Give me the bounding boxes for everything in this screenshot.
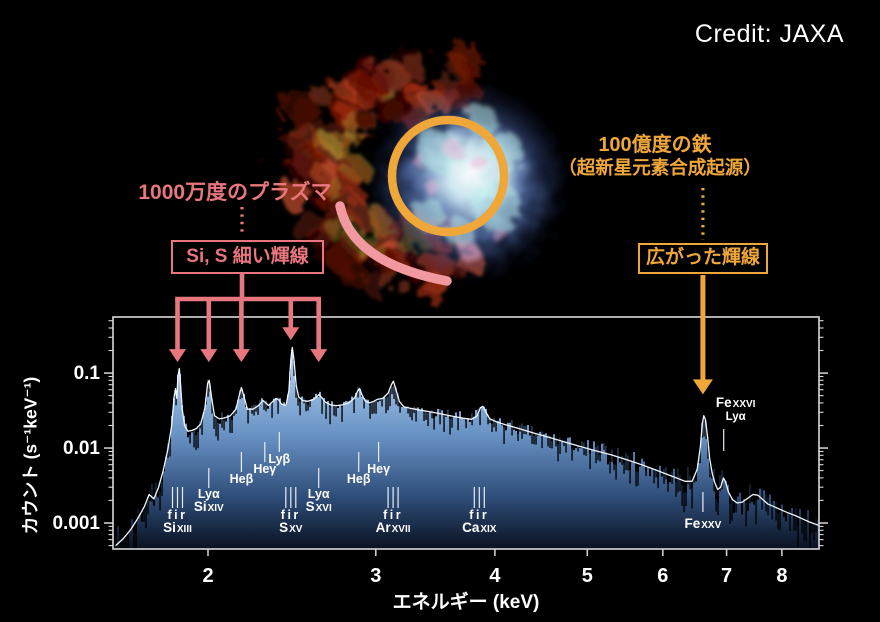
svg-text:4: 4: [489, 565, 501, 587]
remnant-circle: [387, 115, 509, 237]
spectrum-histogram: [113, 349, 819, 549]
svg-text:7: 7: [721, 565, 732, 587]
pink-arrows: [169, 274, 328, 363]
iron-origin-label: （超新星元素合成起源）: [558, 157, 762, 178]
error-bars: [119, 361, 817, 549]
svg-text:0.001: 0.001: [52, 513, 100, 534]
plasma-temp-label: 1000万度のプラズマ: [138, 181, 332, 204]
svg-text:0.1: 0.1: [74, 363, 101, 384]
svg-text:Lyα: Lyα: [308, 487, 330, 501]
iron-temp-label: 100億度の鉄: [598, 134, 712, 156]
svg-text:0.01: 0.01: [63, 438, 100, 459]
y-axis-title: カウント (s⁻¹keV⁻¹): [20, 376, 41, 535]
svg-text:fir: fir: [281, 508, 301, 522]
svg-text:8: 8: [776, 565, 787, 587]
svg-text:FeXXVI: FeXXVI: [716, 395, 756, 410]
svg-text:5: 5: [582, 565, 593, 587]
plasma-box-label: Si, S 細い輝線: [171, 240, 324, 274]
dotted-connectors: [240, 188, 705, 240]
svg-text:SXVI: SXVI: [306, 499, 332, 514]
svg-text:SiXIII: SiXIII: [163, 520, 192, 535]
svg-text:SXV: SXV: [279, 520, 303, 535]
svg-text:fir: fir: [469, 508, 489, 522]
axis: 0.1 0.01 0.001 2 3 4 5 6 7 8: [52, 316, 828, 587]
line-labels: firSiXIIILyαSiXIVHeβHeγLyβfirSXVLyαSXVIH…: [163, 395, 756, 535]
svg-text:FeXXV: FeXXV: [685, 516, 722, 531]
svg-text:3: 3: [370, 565, 381, 587]
svg-text:Heβ: Heβ: [230, 472, 254, 486]
svg-text:6: 6: [657, 565, 668, 587]
svg-text:Heβ: Heβ: [347, 472, 371, 486]
orange-arrow: [692, 275, 713, 395]
svg-text:2: 2: [202, 565, 213, 587]
credit-label: Credit: JAXA: [694, 20, 844, 48]
svg-text:Lyα: Lyα: [726, 411, 746, 423]
svg-text:ArXVII: ArXVII: [376, 520, 411, 535]
iron-box-label: 広がった輝線: [638, 243, 768, 274]
model-line: [115, 346, 819, 547]
svg-text:fir: fir: [383, 508, 403, 522]
svg-text:CaXIX: CaXIX: [462, 520, 497, 535]
svg-text:Lyα: Lyα: [198, 487, 220, 501]
svg-text:Lyβ: Lyβ: [268, 452, 290, 466]
svg-text:fir: fir: [168, 508, 188, 522]
svg-text:SiXIV: SiXIV: [194, 499, 224, 514]
x-axis-title: エネルギー (keV): [392, 592, 540, 613]
svg-text:Heγ: Heγ: [367, 462, 390, 476]
svg-text:Heγ: Heγ: [253, 462, 276, 476]
remnant-arc: [335, 201, 452, 286]
